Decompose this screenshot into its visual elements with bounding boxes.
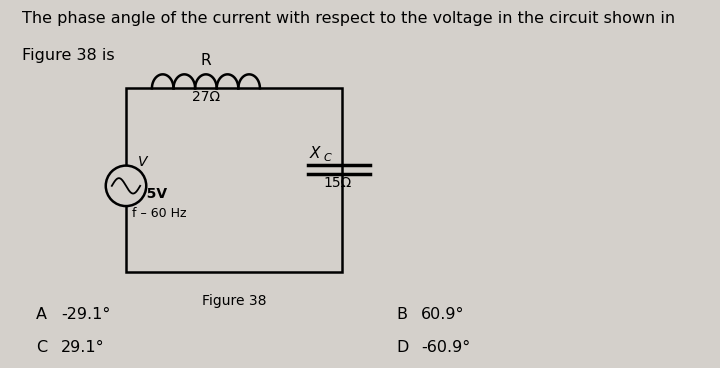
Text: The phase angle of the current with respect to the voltage in the circuit shown : The phase angle of the current with resp…	[22, 11, 675, 26]
Text: D: D	[396, 340, 408, 355]
Text: C: C	[36, 340, 47, 355]
Text: 75V: 75V	[137, 187, 167, 201]
Bar	[126, 88, 342, 272]
Text: -60.9°: -60.9°	[421, 340, 470, 355]
Text: 27Ω: 27Ω	[192, 90, 220, 104]
Text: C: C	[324, 153, 332, 163]
Text: 60.9°: 60.9°	[421, 307, 464, 322]
Text: Figure 38: Figure 38	[202, 294, 266, 308]
Text: B: B	[396, 307, 407, 322]
Text: X: X	[310, 146, 320, 161]
Text: Figure 38 is: Figure 38 is	[22, 48, 114, 63]
Text: A: A	[36, 307, 47, 322]
Text: V: V	[138, 155, 148, 169]
Text: R: R	[201, 53, 211, 68]
Ellipse shape	[106, 166, 146, 206]
Text: -29.1°: -29.1°	[61, 307, 111, 322]
Text: 15Ω: 15Ω	[324, 176, 352, 190]
Text: f – 60 Hz: f – 60 Hz	[132, 207, 186, 220]
Text: 29.1°: 29.1°	[61, 340, 105, 355]
